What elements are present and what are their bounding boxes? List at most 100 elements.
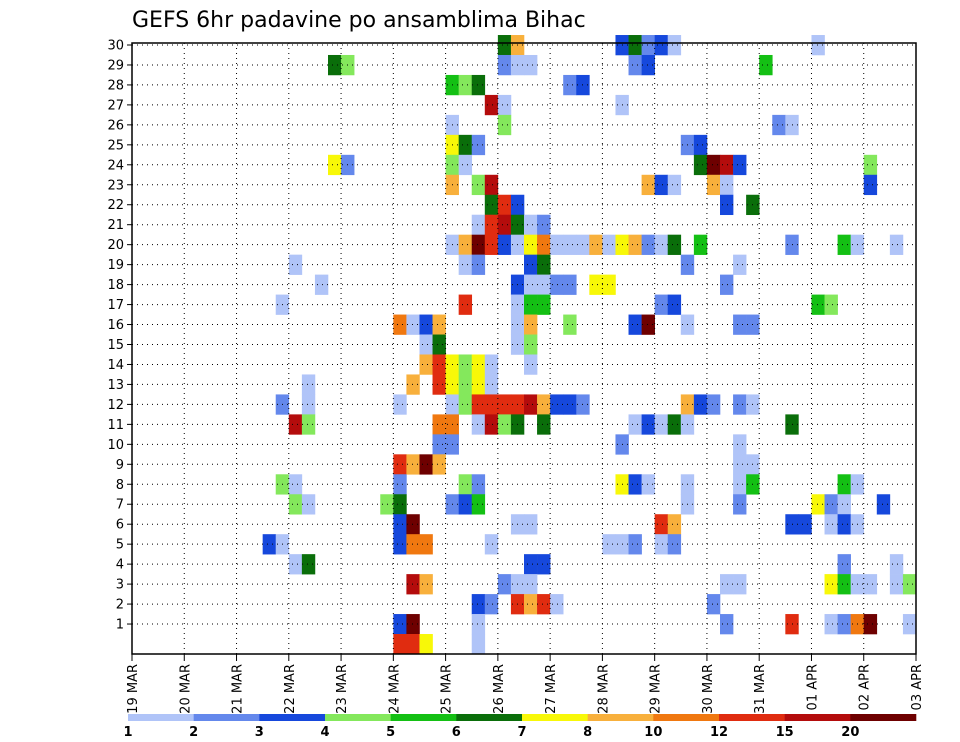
heatmap-cell: [811, 494, 825, 515]
y-tick-label: 9: [116, 458, 124, 473]
heatmap-cell: [837, 574, 851, 595]
heatmap-cell: [628, 534, 642, 555]
heatmap-cell: [497, 194, 512, 216]
x-tick-label: 30 MAR: [701, 664, 716, 714]
heatmap-cell: [458, 494, 473, 515]
legend-label: 12: [710, 725, 728, 740]
heatmap-cell: [419, 334, 433, 355]
y-tick-label: 16: [107, 318, 124, 333]
heatmap-cell: [406, 374, 420, 395]
heatmap-cell: [720, 574, 734, 595]
heatmap-cell: [824, 494, 838, 515]
heatmap-cell: [654, 35, 669, 56]
heatmap-cell: [733, 154, 747, 176]
heatmap-cell: [537, 394, 551, 415]
heatmap-cell: [393, 454, 407, 475]
heatmap-cell: [693, 394, 708, 415]
heatmap-cell: [471, 594, 486, 615]
chart-title: GEFS 6hr padavine po ansamblima Bihac: [132, 8, 586, 33]
heatmap-cell: [628, 474, 642, 495]
heatmap-cell: [328, 54, 342, 76]
heatmap-cell: [288, 254, 303, 275]
heatmap-cell: [602, 534, 616, 555]
legend-swatch: [587, 714, 654, 721]
heatmap-cell: [524, 334, 538, 355]
x-tick-label: 01 APR: [805, 664, 820, 710]
heatmap-cell: [563, 394, 577, 415]
heatmap-cell: [288, 414, 303, 435]
heatmap-cell: [733, 454, 747, 475]
legend-label: 2: [189, 725, 198, 740]
heatmap-cell: [628, 314, 642, 335]
heatmap-cell: [733, 394, 747, 415]
heatmap-cell: [641, 314, 655, 335]
heatmap-cell: [497, 54, 512, 76]
heatmap-cell: [497, 35, 512, 56]
heatmap-cell: [641, 234, 655, 255]
heatmap-cell: [524, 514, 538, 535]
heatmap-cell: [458, 234, 473, 255]
heatmap-cell: [471, 74, 486, 96]
heatmap-cell: [733, 314, 747, 335]
heatmap-cell: [432, 374, 446, 395]
heatmap-cell: [563, 234, 577, 255]
heatmap-cell: [432, 434, 446, 455]
heatmap-cell: [706, 594, 721, 615]
heatmap-cell: [524, 234, 538, 255]
plot-frame: [131, 42, 917, 655]
heatmap-cell: [693, 134, 708, 156]
legend-label: 7: [517, 725, 526, 740]
y-tick-label: 14: [107, 358, 124, 373]
heatmap-cell: [471, 254, 486, 275]
heatmap-cell: [524, 394, 538, 415]
heatmap-cell: [720, 614, 734, 635]
heatmap-cell: [458, 134, 473, 156]
heatmap-cell: [393, 494, 407, 515]
y-tick-label: 27: [107, 98, 124, 113]
legend-label: 5: [386, 725, 395, 740]
heatmap-cell: [458, 294, 473, 315]
x-tick-label: 29 MAR: [649, 664, 664, 714]
heatmap-cell: [602, 234, 616, 255]
heatmap-cell: [628, 54, 642, 76]
heatmap-cell: [563, 74, 577, 96]
heatmap-cell: [393, 614, 407, 635]
x-tick-label: 24 MAR: [387, 664, 402, 714]
heatmap-cell: [537, 294, 551, 315]
heatmap-cell: [563, 314, 577, 335]
heatmap-cell: [524, 554, 538, 575]
heatmap-cell: [693, 154, 708, 176]
heatmap-cell: [497, 394, 512, 415]
legend-swatch: [390, 714, 457, 721]
heatmap-cell: [667, 294, 682, 315]
heatmap-cell: [811, 294, 825, 315]
heatmap-cell: [863, 174, 878, 196]
heatmap-cell: [654, 414, 669, 435]
heatmap-cell: [432, 354, 446, 375]
heatmap-cell: [484, 194, 499, 216]
heatmap-cell: [524, 214, 538, 235]
y-tick-label: 4: [116, 558, 124, 573]
heatmap-cell: [471, 234, 486, 255]
heatmap-cell: [393, 534, 407, 555]
y-tick-label: 30: [107, 39, 124, 54]
heatmap-cell: [772, 114, 786, 136]
heatmap-cell: [863, 154, 878, 176]
heatmap-cell: [406, 314, 420, 335]
heatmap-cell: [406, 634, 420, 655]
heatmap-cell: [706, 174, 721, 196]
x-tick-label: 03 APR: [910, 664, 925, 710]
heatmap-cell: [471, 414, 486, 435]
legend-label: 3: [255, 725, 264, 740]
heatmap-cell: [484, 594, 499, 615]
heatmap-cells: [262, 35, 917, 655]
y-tick-label: 17: [107, 298, 124, 313]
heatmap-cell: [419, 534, 433, 555]
heatmap-cell: [720, 274, 734, 295]
legend-label: 10: [644, 725, 662, 740]
y-tick-label: 19: [107, 258, 124, 273]
heatmap-cell: [484, 414, 499, 435]
heatmap-cell: [537, 214, 551, 235]
y-tick-label: 15: [107, 338, 124, 353]
